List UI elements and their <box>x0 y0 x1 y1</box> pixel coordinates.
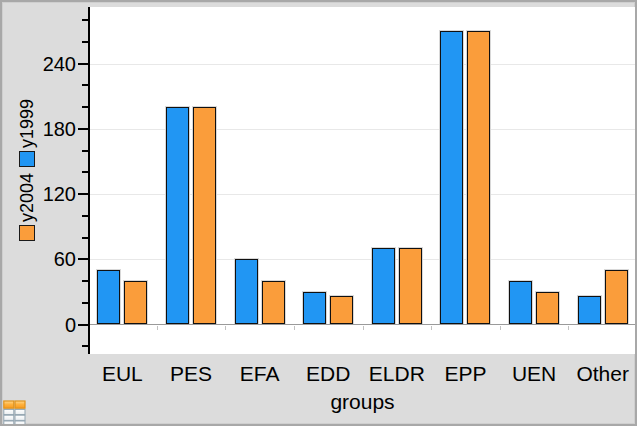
bar-EFA-y1999[interactable] <box>235 259 258 324</box>
y-minor-tick-220 <box>82 84 88 86</box>
y-tick-label-240: 240 <box>22 53 76 75</box>
bar-EUL-y1999[interactable] <box>97 270 120 324</box>
y-major-tick-240 <box>78 63 88 65</box>
category-separator-tick <box>568 326 569 330</box>
category-separator-tick <box>157 326 158 330</box>
legend-swatch-y1999[interactable] <box>19 151 35 167</box>
bar-ELDR-y1999[interactable] <box>372 248 395 324</box>
legend: y2004 y1999 <box>16 95 38 245</box>
category-label-EPP: EPP <box>431 362 500 386</box>
y-minor-tick-140 <box>82 171 88 173</box>
category-label-EUL: EUL <box>88 362 157 386</box>
category-separator-tick <box>431 326 432 330</box>
y-major-tick-120 <box>78 193 88 195</box>
bar-EUL-y2004[interactable] <box>124 281 147 324</box>
y-minor-tick--20 <box>82 345 88 347</box>
category-label-EFA: EFA <box>225 362 294 386</box>
y-minor-tick-260 <box>82 41 88 43</box>
bar-UEN-y2004[interactable] <box>536 292 559 325</box>
y-tick-label-0: 0 <box>22 314 76 336</box>
category-label-Other: Other <box>568 362 637 386</box>
gridline-240 <box>88 64 637 65</box>
category-label-PES: PES <box>157 362 226 386</box>
bar-EPP-y1999[interactable] <box>440 31 463 324</box>
bar-EDD-y2004[interactable] <box>330 296 353 324</box>
bar-EPP-y2004[interactable] <box>467 31 490 324</box>
y-minor-tick-200 <box>82 106 88 108</box>
legend-entry-y2004[interactable]: y2004 <box>17 173 38 241</box>
bar-ELDR-y2004[interactable] <box>399 248 422 324</box>
bar-Other-y2004[interactable] <box>605 270 628 324</box>
category-separator-tick <box>500 326 501 330</box>
y-major-tick-60 <box>78 258 88 260</box>
y-tick-label-60: 60 <box>22 248 76 270</box>
y-minor-tick-80 <box>82 237 88 239</box>
category-label-ELDR: ELDR <box>363 362 432 386</box>
plot-area[interactable] <box>88 7 637 354</box>
category-label-UEN: UEN <box>500 362 569 386</box>
category-label-EDD: EDD <box>294 362 363 386</box>
bar-Other-y1999[interactable] <box>578 296 601 324</box>
legend-swatch-y2004[interactable] <box>19 225 35 241</box>
legend-entry-y1999[interactable]: y1999 <box>17 99 38 167</box>
y-axis-line <box>88 7 90 354</box>
spreadsheet-icon[interactable] <box>3 400 26 426</box>
y-minor-tick-160 <box>82 150 88 152</box>
category-separator-tick <box>294 326 295 330</box>
category-separator-tick <box>363 326 364 330</box>
y-minor-tick-100 <box>82 215 88 217</box>
bar-EDD-y1999[interactable] <box>303 292 326 325</box>
bar-EFA-y2004[interactable] <box>262 281 285 324</box>
category-separator-tick <box>225 326 226 330</box>
chart-window: 060120180240 EULPESEFAEDDELDREPPUENOther… <box>0 0 637 426</box>
x-axis-title: groups <box>88 390 637 414</box>
legend-label: y1999 <box>17 99 38 148</box>
legend-label: y2004 <box>17 173 38 222</box>
y-minor-tick-280 <box>82 19 88 21</box>
bar-PES-y2004[interactable] <box>193 107 216 324</box>
y-major-tick-0 <box>78 324 88 326</box>
bar-UEN-y1999[interactable] <box>509 281 532 324</box>
y-minor-tick-20 <box>82 302 88 304</box>
y-minor-tick-40 <box>82 280 88 282</box>
y-major-tick-180 <box>78 128 88 130</box>
bar-PES-y1999[interactable] <box>166 107 189 324</box>
